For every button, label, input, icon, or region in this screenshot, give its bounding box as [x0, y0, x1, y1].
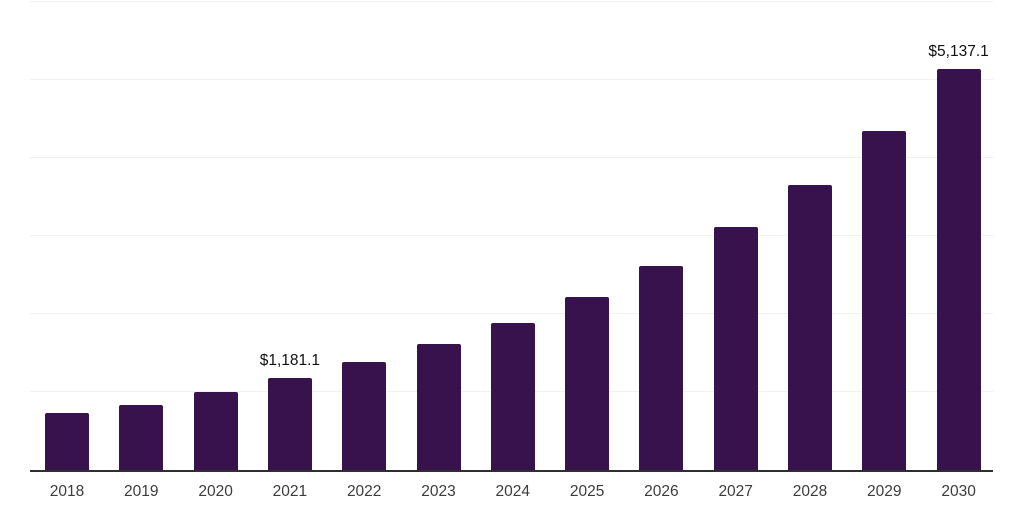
x-tick-2030: 2030: [941, 483, 976, 500]
bar-2026[interactable]: [639, 265, 684, 470]
bar-2024[interactable]: [490, 322, 535, 470]
bar-2021[interactable]: [267, 377, 312, 470]
x-tick-2028: 2028: [792, 483, 828, 500]
x-tick-2024: 2024: [495, 483, 531, 500]
plot-area: [30, 1, 993, 472]
bar-2019[interactable]: [119, 405, 164, 470]
gridline-2000: [30, 313, 993, 314]
bar-2022[interactable]: [342, 362, 387, 470]
bar-2018[interactable]: [45, 413, 89, 470]
x-tick-2023: 2023: [421, 483, 456, 500]
x-tick-2021: 2021: [272, 483, 308, 500]
x-tick-2019: 2019: [124, 483, 159, 500]
x-tick-2025: 2025: [569, 483, 605, 500]
data-label-2030: $5,137.1: [928, 43, 989, 61]
bar-2020[interactable]: [193, 392, 238, 470]
gridline-5000: [30, 79, 993, 80]
x-tick-2026: 2026: [644, 483, 679, 500]
bar-2025[interactable]: [565, 296, 610, 470]
bar-2029[interactable]: [862, 131, 907, 470]
x-tick-2022: 2022: [346, 483, 382, 500]
gridline-4000: [30, 157, 993, 158]
bar-2030[interactable]: [936, 69, 981, 470]
x-axis-line: [30, 470, 993, 472]
gridline-3000: [30, 235, 993, 236]
x-tick-2018: 2018: [49, 483, 85, 500]
gridline-6000: [30, 1, 993, 2]
x-tick-2027: 2027: [718, 483, 753, 500]
data-label-2021: $1,181.1: [259, 351, 321, 369]
bar-2023[interactable]: [416, 344, 461, 470]
bar-2028[interactable]: [788, 184, 832, 470]
x-tick-2020: 2020: [198, 483, 233, 500]
x-tick-2029: 2029: [867, 483, 902, 500]
bar-2027[interactable]: [713, 227, 758, 470]
